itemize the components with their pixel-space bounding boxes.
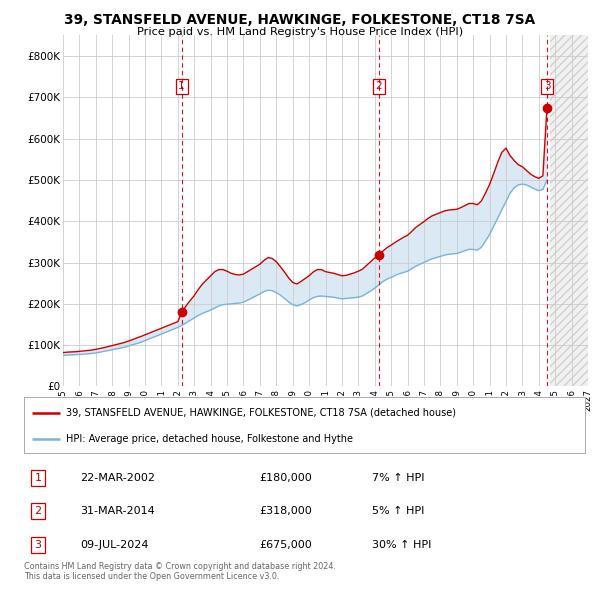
Text: 5% ↑ HPI: 5% ↑ HPI — [372, 506, 424, 516]
Text: 7% ↑ HPI: 7% ↑ HPI — [372, 473, 424, 483]
Text: £318,000: £318,000 — [260, 506, 313, 516]
Text: HPI: Average price, detached house, Folkestone and Hythe: HPI: Average price, detached house, Folk… — [66, 434, 353, 444]
Text: 3: 3 — [35, 540, 41, 550]
Bar — [550, 35, 588, 386]
Text: 2: 2 — [376, 81, 382, 91]
Text: 30% ↑ HPI: 30% ↑ HPI — [372, 540, 431, 550]
Text: Price paid vs. HM Land Registry's House Price Index (HPI): Price paid vs. HM Land Registry's House … — [137, 27, 463, 37]
Text: £675,000: £675,000 — [260, 540, 313, 550]
Text: 2: 2 — [34, 506, 41, 516]
Text: 39, STANSFELD AVENUE, HAWKINGE, FOLKESTONE, CT18 7SA: 39, STANSFELD AVENUE, HAWKINGE, FOLKESTO… — [64, 13, 536, 27]
Text: £180,000: £180,000 — [260, 473, 313, 483]
Text: 3: 3 — [544, 81, 551, 91]
Text: 09-JUL-2024: 09-JUL-2024 — [80, 540, 149, 550]
Text: This data is licensed under the Open Government Licence v3.0.: This data is licensed under the Open Gov… — [24, 572, 280, 581]
Text: 1: 1 — [178, 81, 185, 91]
Text: 1: 1 — [35, 473, 41, 483]
Text: Contains HM Land Registry data © Crown copyright and database right 2024.: Contains HM Land Registry data © Crown c… — [24, 562, 336, 571]
Text: 31-MAR-2014: 31-MAR-2014 — [80, 506, 155, 516]
Text: 22-MAR-2002: 22-MAR-2002 — [80, 473, 155, 483]
Text: 39, STANSFELD AVENUE, HAWKINGE, FOLKESTONE, CT18 7SA (detached house): 39, STANSFELD AVENUE, HAWKINGE, FOLKESTO… — [66, 408, 456, 418]
